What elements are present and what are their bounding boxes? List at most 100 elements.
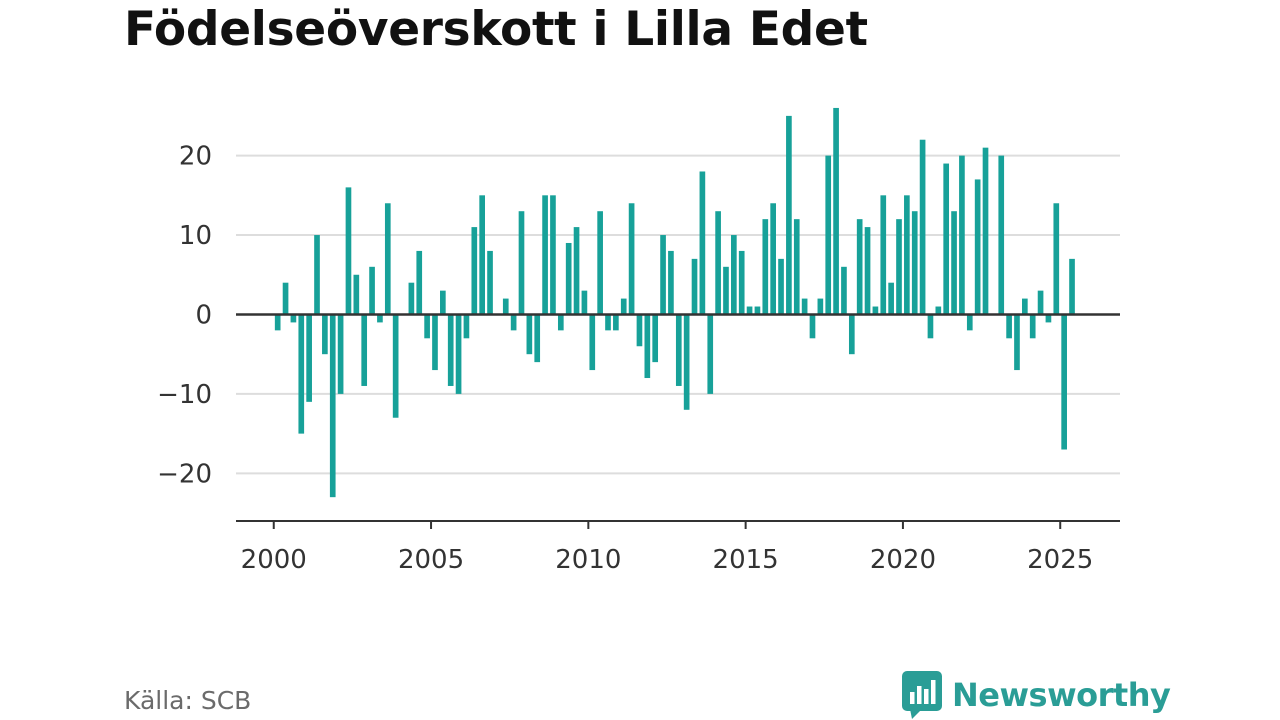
bar bbox=[314, 235, 320, 315]
bar bbox=[377, 314, 383, 323]
bar bbox=[392, 314, 399, 418]
bar bbox=[550, 195, 556, 315]
bar bbox=[959, 155, 965, 315]
bar bbox=[1061, 314, 1067, 450]
source-note: Källa: SCB bbox=[124, 686, 252, 715]
bar bbox=[801, 298, 808, 315]
y-tick-label: 10 bbox=[179, 221, 212, 251]
bar bbox=[329, 314, 336, 498]
bar bbox=[384, 203, 391, 315]
bar bbox=[447, 314, 454, 386]
y-tick-label: 20 bbox=[179, 142, 212, 172]
bar bbox=[770, 203, 776, 315]
bar bbox=[1006, 314, 1012, 339]
bar bbox=[746, 306, 753, 315]
bar bbox=[974, 179, 981, 315]
bar bbox=[605, 314, 611, 331]
bar bbox=[786, 115, 792, 315]
bar bbox=[943, 163, 950, 315]
bar bbox=[848, 314, 855, 355]
bar bbox=[337, 314, 344, 394]
bar bbox=[888, 282, 894, 315]
bar bbox=[282, 282, 289, 315]
bar bbox=[479, 195, 485, 315]
y-tick-label: −10 bbox=[157, 380, 212, 410]
bar bbox=[636, 314, 643, 347]
bar bbox=[518, 211, 525, 315]
bar bbox=[778, 258, 784, 315]
bar bbox=[408, 282, 415, 315]
bar bbox=[691, 258, 698, 315]
bar bbox=[628, 203, 635, 315]
bar bbox=[534, 314, 541, 363]
bar bbox=[542, 195, 548, 315]
bar bbox=[880, 195, 887, 315]
bar bbox=[699, 171, 706, 315]
bar bbox=[565, 242, 572, 315]
newsworthy-logo-icon bbox=[902, 671, 942, 719]
bar bbox=[998, 155, 1005, 315]
bar bbox=[510, 314, 517, 331]
bar bbox=[487, 250, 493, 315]
bar bbox=[935, 306, 942, 315]
y-axis: 20 10 0 −10 −20 bbox=[157, 142, 212, 490]
bar bbox=[416, 250, 423, 315]
logo-text: Newsworthy bbox=[952, 676, 1171, 714]
bar bbox=[675, 314, 682, 386]
bar bbox=[825, 155, 832, 315]
chart-title: Födelseöverskott i Lilla Edet bbox=[124, 2, 868, 57]
y-tick-label: 0 bbox=[195, 300, 212, 330]
bar bbox=[762, 219, 769, 315]
bar bbox=[738, 250, 745, 315]
bar bbox=[597, 211, 603, 315]
bar bbox=[817, 298, 824, 315]
bar bbox=[290, 314, 297, 323]
bar bbox=[440, 290, 446, 315]
bar bbox=[644, 314, 651, 379]
bar bbox=[345, 187, 352, 315]
grid-lines bbox=[236, 154, 1120, 475]
bar bbox=[557, 314, 564, 331]
bar bbox=[369, 266, 375, 315]
bar bbox=[581, 290, 588, 315]
bar bbox=[1053, 203, 1060, 315]
bar bbox=[1037, 290, 1044, 315]
y-tick-label: −20 bbox=[157, 459, 212, 489]
bar bbox=[723, 266, 729, 315]
x-tick-label: 2000 bbox=[241, 545, 307, 575]
newsworthy-logo: Newsworthy bbox=[902, 670, 1171, 720]
bar bbox=[322, 314, 328, 355]
bar bbox=[1029, 314, 1036, 339]
x-tick-label: 2025 bbox=[1027, 545, 1093, 575]
bar bbox=[471, 227, 478, 315]
bar bbox=[573, 227, 580, 315]
bar bbox=[652, 314, 659, 363]
bar bbox=[613, 314, 619, 331]
bar bbox=[424, 314, 430, 339]
bar bbox=[904, 195, 910, 315]
bar bbox=[1014, 314, 1020, 371]
bar bbox=[707, 314, 714, 394]
bar bbox=[911, 211, 918, 315]
bar bbox=[1045, 314, 1052, 323]
bar bbox=[660, 235, 666, 315]
bar bbox=[841, 266, 847, 315]
bar bbox=[589, 314, 596, 371]
bar bbox=[715, 211, 721, 315]
bar bbox=[951, 211, 957, 315]
bar bbox=[361, 314, 368, 386]
bar bbox=[298, 314, 305, 434]
bar bbox=[809, 314, 816, 339]
bar bbox=[683, 314, 690, 410]
x-tick-label: 2015 bbox=[713, 545, 779, 575]
x-tick-label: 2010 bbox=[555, 545, 621, 575]
bar bbox=[731, 235, 737, 315]
bar bbox=[620, 298, 627, 315]
bar bbox=[927, 314, 934, 339]
bar bbox=[872, 306, 879, 315]
bar bbox=[1069, 258, 1075, 315]
bar bbox=[502, 298, 509, 315]
bar bbox=[463, 314, 470, 339]
bar bbox=[432, 314, 438, 371]
bar bbox=[793, 219, 800, 315]
